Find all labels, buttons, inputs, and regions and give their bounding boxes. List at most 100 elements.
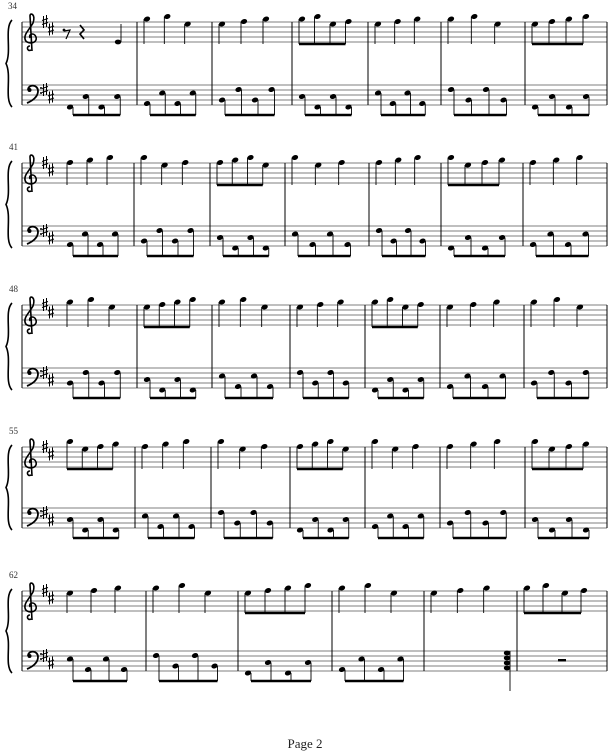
- notehead: [329, 21, 337, 27]
- notehead: [189, 90, 196, 96]
- notehead: [114, 585, 122, 591]
- notehead: [371, 387, 379, 393]
- notehead: [239, 446, 246, 452]
- notehead: [531, 438, 539, 445]
- notehead: [387, 296, 394, 303]
- sharp-sign: [41, 366, 49, 379]
- chord-notehead: [503, 660, 511, 666]
- notehead: [374, 90, 382, 96]
- notehead: [530, 299, 538, 305]
- measure-number: 41: [9, 142, 18, 152]
- notehead: [395, 157, 402, 163]
- notehead: [112, 441, 119, 447]
- notehead: [268, 86, 275, 93]
- notehead: [204, 590, 212, 596]
- notehead: [499, 373, 506, 379]
- notehead: [338, 159, 345, 166]
- notehead: [387, 513, 394, 519]
- notehead: [394, 18, 401, 25]
- quarter-rest: [78, 24, 86, 40]
- notehead: [553, 157, 560, 163]
- notehead: [251, 97, 259, 103]
- notehead: [464, 373, 471, 379]
- notehead: [404, 227, 412, 234]
- notehead: [98, 380, 105, 386]
- notehead: [404, 90, 411, 96]
- bass-clef-dot: [40, 653, 42, 655]
- notehead: [97, 516, 104, 523]
- notehead: [387, 376, 394, 383]
- notehead: [582, 527, 590, 533]
- sharp-sign: [41, 298, 49, 311]
- notehead: [530, 380, 538, 386]
- notehead: [191, 652, 199, 659]
- notehead: [174, 299, 181, 305]
- notehead: [371, 523, 379, 530]
- notehead: [417, 301, 424, 308]
- notehead: [247, 154, 254, 161]
- notehead: [312, 380, 319, 386]
- notehead: [582, 13, 590, 20]
- notehead: [189, 296, 196, 303]
- notehead: [304, 582, 312, 589]
- sharp-sign: [47, 90, 55, 104]
- notehead: [390, 590, 398, 596]
- sharp-sign: [41, 83, 49, 96]
- notehead: [162, 441, 169, 447]
- sharp-sign: [47, 373, 55, 387]
- notehead: [582, 369, 589, 376]
- notehead: [523, 585, 531, 591]
- notehead: [66, 241, 74, 248]
- notehead: [553, 296, 561, 303]
- bass-clef-dot: [40, 515, 42, 517]
- treble-clef: [24, 154, 37, 193]
- sharp-sign: [47, 231, 55, 245]
- notehead: [143, 16, 151, 22]
- notehead: [97, 443, 104, 450]
- chord-notehead: [503, 650, 511, 656]
- notehead: [298, 93, 306, 100]
- notehead: [402, 387, 409, 393]
- notehead: [217, 509, 225, 516]
- notehead: [114, 39, 122, 45]
- notehead: [106, 154, 114, 161]
- bass-clef: [26, 650, 39, 670]
- notehead: [317, 301, 324, 308]
- notehead: [548, 18, 556, 25]
- notehead: [358, 656, 365, 662]
- measure-number: 34: [8, 1, 17, 11]
- notehead: [548, 93, 556, 100]
- notehead: [419, 238, 426, 244]
- notehead: [327, 438, 334, 445]
- notehead: [218, 97, 226, 103]
- treble-clef: [24, 13, 37, 52]
- bass-clef-dot: [27, 371, 32, 375]
- notehead: [187, 227, 194, 234]
- notehead: [82, 369, 89, 376]
- notehead: [87, 296, 95, 303]
- brace: [5, 302, 13, 391]
- notehead: [342, 380, 349, 386]
- notehead: [143, 376, 151, 383]
- notehead: [447, 245, 455, 251]
- notehead: [542, 582, 550, 589]
- notehead: [327, 527, 334, 533]
- notehead: [389, 100, 396, 107]
- notehead: [218, 373, 226, 379]
- notehead: [414, 16, 421, 22]
- bass-clef-dot: [27, 229, 32, 233]
- notehead: [164, 13, 171, 20]
- notehead: [494, 21, 501, 27]
- notehead: [82, 527, 89, 533]
- notehead: [262, 162, 269, 168]
- notehead: [329, 93, 337, 100]
- notehead: [345, 18, 352, 25]
- notehead: [342, 446, 349, 452]
- notehead: [171, 238, 179, 244]
- notehead: [531, 516, 539, 523]
- notehead: [446, 443, 454, 450]
- notehead: [565, 380, 572, 386]
- notehead: [371, 438, 379, 445]
- notehead: [66, 299, 74, 305]
